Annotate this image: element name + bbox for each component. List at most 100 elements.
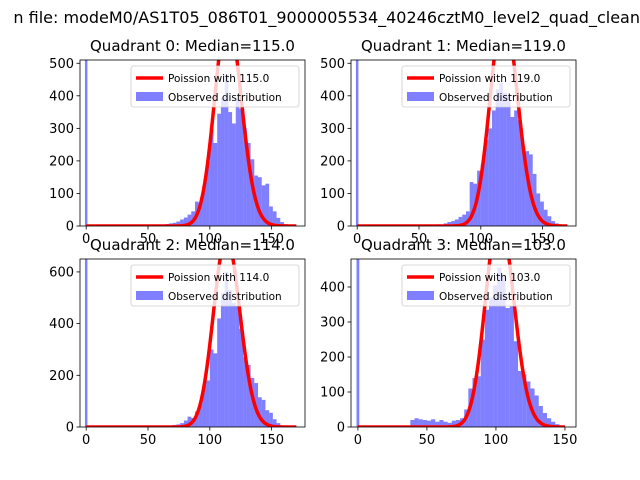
- histogram-bar: [435, 421, 440, 427]
- histogram-bar: [525, 151, 530, 226]
- histogram-bar: [217, 318, 221, 427]
- histogram-bar: [495, 89, 500, 226]
- poisson-curve: [357, 259, 566, 427]
- histogram-bar: [410, 420, 415, 427]
- x-tick-label: 100: [197, 232, 222, 247]
- y-tick-label: 500: [320, 57, 345, 72]
- x-tick-label: 150: [530, 232, 555, 247]
- histogram-bar: [280, 222, 284, 226]
- histogram-bar: [239, 328, 244, 427]
- histogram-bar: [206, 380, 210, 427]
- histogram-bar: [518, 371, 523, 427]
- histogram-bar: [488, 128, 492, 226]
- histogram-bar: [232, 123, 236, 226]
- histogram-bar: [536, 193, 541, 226]
- histogram-bar: [187, 214, 192, 226]
- histogram-bar: [547, 418, 552, 427]
- histogram-bar: [355, 60, 359, 226]
- y-tick-label: 200: [49, 154, 74, 169]
- histogram-bar: [194, 411, 199, 427]
- histogram-bar: [224, 271, 229, 427]
- y-tick-label: 500: [49, 57, 74, 72]
- x-tick-label: 0: [353, 232, 361, 247]
- histogram-bar: [235, 305, 240, 427]
- legend-box: [130, 264, 300, 307]
- x-tick-label: 50: [411, 232, 428, 247]
- y-tick-label: 0: [337, 421, 345, 436]
- y-tick-label: 400: [320, 89, 345, 104]
- histogram-bar: [269, 412, 273, 427]
- histogram-bar: [454, 219, 459, 226]
- histogram-bar: [538, 406, 543, 427]
- histogram-bar: [183, 420, 188, 427]
- histogram-bar: [356, 259, 360, 427]
- suptitle-text: n file: modeM0/AS1T05_086T01_9000005534_…: [13, 8, 640, 27]
- x-tick-label: 0: [82, 232, 90, 247]
- y-tick-label: 200: [320, 154, 345, 169]
- histogram-bar: [276, 217, 281, 226]
- histogram-bar: [243, 128, 247, 226]
- histogram-bar: [265, 183, 270, 226]
- axes-frame: [350, 59, 577, 227]
- poisson-curve: [85, 60, 297, 226]
- histogram-bar: [209, 349, 214, 427]
- y-tick-label: 300: [320, 316, 345, 331]
- histogram-bar: [239, 108, 244, 226]
- histogram-bar: [469, 182, 474, 226]
- axes-frame: [350, 258, 577, 428]
- legend-label-poisson: Poission with 103.0: [439, 272, 540, 284]
- histogram-bar: [414, 418, 419, 427]
- histogram-bar: [202, 185, 207, 226]
- x-tick-label: 100: [468, 232, 493, 247]
- histogram-bar: [198, 403, 203, 427]
- y-tick-label: 0: [337, 220, 345, 235]
- histogram-bar: [220, 97, 225, 226]
- histogram-bar: [246, 364, 251, 427]
- histogram-bar: [534, 395, 539, 427]
- quadrant-0-title: Quadrant 0: Median=115.0: [90, 37, 295, 55]
- histogram-bar: [447, 422, 452, 427]
- histogram-bar: [509, 306, 514, 427]
- histogram-bar: [542, 413, 548, 427]
- axes-frame: [79, 59, 306, 227]
- histogram-bar: [451, 221, 455, 226]
- histogram-bar: [489, 297, 494, 427]
- histogram-bar: [418, 419, 423, 427]
- y-tick-label: 200: [320, 351, 345, 366]
- histogram-bar: [451, 420, 456, 427]
- histogram-bar: [198, 203, 203, 226]
- y-tick-label: 400: [49, 317, 74, 332]
- histogram-bar: [551, 421, 556, 427]
- legend-label-poisson: Poission with 114.0: [168, 272, 269, 284]
- histogram-bar: [458, 216, 463, 226]
- legend-bar-swatch: [407, 92, 434, 101]
- histogram-bar: [521, 146, 526, 226]
- y-tick-label: 100: [320, 187, 345, 202]
- histogram-bar: [261, 399, 266, 427]
- histogram-bar: [447, 222, 452, 226]
- poisson-curve: [85, 259, 297, 427]
- histogram-bar: [272, 211, 277, 226]
- histogram-bar: [514, 110, 518, 226]
- legend-bar-swatch: [136, 291, 163, 300]
- histogram-bar: [517, 120, 522, 226]
- legend-bar-swatch: [136, 92, 163, 101]
- histogram-bar: [543, 209, 548, 226]
- histogram-bar: [551, 221, 555, 226]
- histogram-bar: [84, 259, 88, 427]
- y-tick-label: 0: [66, 421, 74, 436]
- histogram-bar: [84, 60, 88, 226]
- x-tick-label: 50: [140, 232, 157, 247]
- histogram-bar: [180, 219, 184, 226]
- legend-label-observed: Observed distribution: [439, 92, 553, 104]
- legend: Poission with 114.0 Observed distribution: [130, 264, 300, 307]
- quadrant-0-chart: 0 50 100 150 0 100 200 300 400 500 Quadrant 0: Med…: [49, 37, 306, 247]
- histogram-bar: [206, 160, 210, 226]
- histogram-bar: [431, 419, 436, 427]
- histogram-bar: [505, 308, 510, 427]
- quadrant-2-chart: 0 50 100 150 0 200 400 600 Quadrant 2: Median=11…: [49, 236, 306, 448]
- histogram-bar: [235, 99, 240, 226]
- histogram-bar: [503, 92, 507, 226]
- histogram-bar: [491, 110, 496, 226]
- figure-suptitle: n file: modeM0/AS1T05_086T01_9000005534_…: [0, 8, 640, 32]
